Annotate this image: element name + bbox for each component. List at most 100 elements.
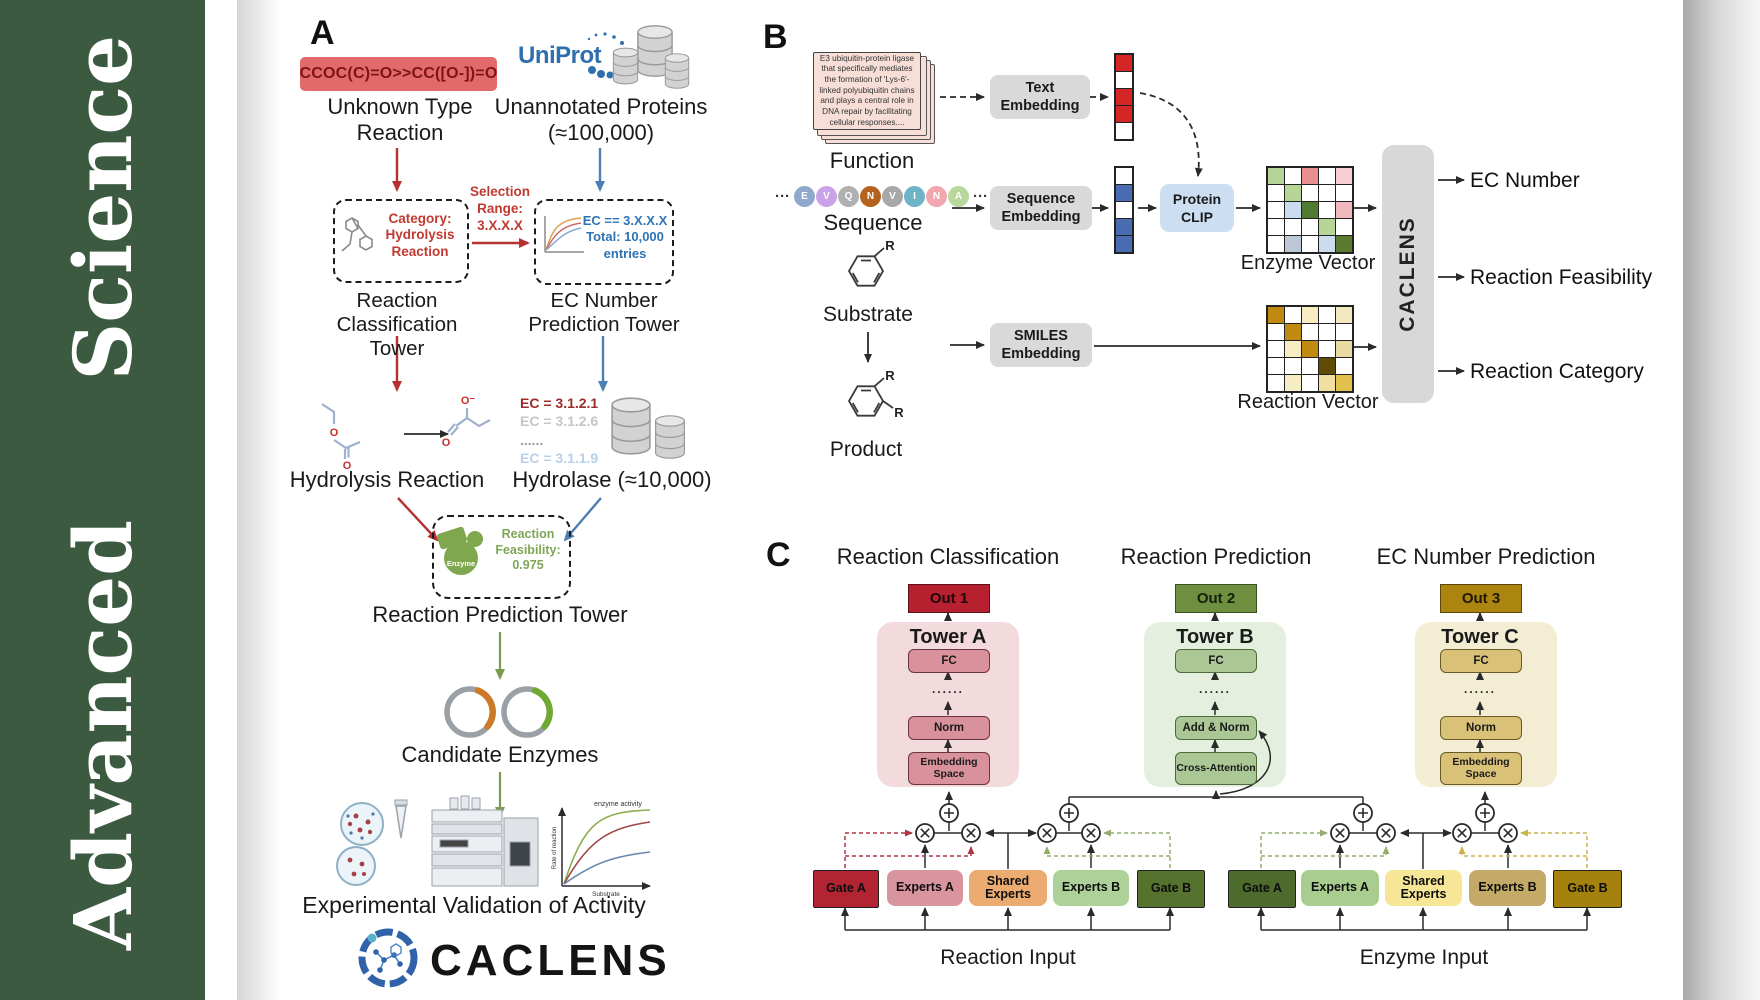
vector-cell: [1302, 219, 1318, 235]
header-reaction-prediction: Reaction Prediction: [1120, 544, 1312, 569]
residue-circle: I: [904, 186, 925, 207]
ester-molecule-icon: O O: [321, 403, 361, 472]
tower-c-norm: Norm: [1440, 716, 1522, 740]
reaction-gate-b-box: Gate B: [1137, 870, 1205, 908]
activity-chart-icon: enzyme activity Rate of reaction Substra…: [552, 801, 651, 898]
journal-banner: Advanced Science: [0, 0, 205, 1000]
ec-condition-text: EC == 3.X.X.X Total: 10,000 entries: [582, 213, 668, 262]
hydrolase-database-icon: [611, 397, 686, 459]
vector-cell: [1268, 202, 1284, 218]
oxygen-label: O: [442, 437, 451, 449]
residue-circle: V: [882, 186, 903, 207]
enzyme-vector-label: Enzyme Vector: [1240, 252, 1376, 274]
ec-number-prediction-tower-label: EC Number Prediction Tower: [528, 289, 680, 337]
out-2-box: Out 2: [1175, 584, 1257, 613]
unannotated-proteins-label: Unannotated Proteins (≈100,000): [494, 94, 708, 145]
out-3-box: Out 3: [1440, 584, 1522, 613]
tower-b-add-norm: Add & Norm: [1175, 716, 1257, 740]
oxygen-label: O: [343, 460, 352, 472]
sequence-label: Sequence: [823, 210, 923, 235]
vector-cell: [1319, 307, 1335, 323]
smiles-text: CCOC(C)=O>>CC([O-])=O: [299, 65, 498, 82]
feasibility-dashed-box: [432, 515, 571, 599]
vector-cell: [1285, 341, 1301, 357]
tower-b-title: Tower B: [1176, 626, 1254, 648]
residue-circle: V: [816, 186, 837, 207]
uniprot-wordmark: UniProt: [518, 42, 602, 69]
vector-cell: [1319, 375, 1335, 391]
multiply-plus-nodes: [915, 803, 1518, 843]
enzyme-blob-label: Enzyme: [447, 559, 475, 568]
vector-cell: [1336, 324, 1352, 340]
vector-cell: [1336, 202, 1352, 218]
vector-cell: [1302, 236, 1318, 252]
oxygen-minus-label: O⁻: [461, 395, 476, 407]
protein-database-icon: [612, 25, 690, 89]
tower-a-norm: Norm: [908, 716, 990, 740]
ec-result-line: EC = 3.1.2.1: [520, 395, 599, 411]
reaction-gate-a-box: Gate A: [813, 870, 879, 908]
reaction-shared-experts-box: Shared Experts: [969, 870, 1047, 906]
vector-cell: [1302, 341, 1318, 357]
panel-c-arrows: [841, 612, 1591, 931]
hydrolase-label: Hydrolase (≈10,000): [512, 467, 712, 492]
vector-cell: [1268, 307, 1284, 323]
ec-condition-line: EC == 3.X.X.X: [582, 213, 668, 228]
residue-circle: N: [860, 186, 881, 207]
vector-cell: [1302, 324, 1318, 340]
vector-cell: [1285, 375, 1301, 391]
sequence-embedding-box: Sequence Embedding: [990, 186, 1092, 230]
plasmid-icons: [444, 686, 553, 738]
tower-a-fc: FC: [908, 649, 990, 673]
vector-cell: [1116, 89, 1132, 105]
caclens-bar-label: CACLENS: [1396, 216, 1419, 332]
tower-c-title: Tower C: [1441, 626, 1519, 648]
vector-cell: [1268, 358, 1284, 374]
text-embedding-box: Text Embedding: [990, 75, 1090, 119]
page-gutter-shadow: [237, 0, 281, 1000]
ec-result-line: EC = 3.1.2.6: [520, 413, 599, 430]
vector-cell: [1268, 236, 1284, 252]
reaction-experts-a-box: Experts A: [887, 870, 963, 906]
reaction-input-label: Reaction Input: [940, 946, 1076, 969]
vector-cell: [1319, 236, 1335, 252]
panel-b-label: B: [763, 18, 788, 56]
vector-cell: [1116, 168, 1132, 184]
output-ec-number: EC Number: [1470, 169, 1580, 192]
protein-clip-box: Protein CLIP: [1160, 184, 1234, 232]
product-structure-icon: R R: [847, 368, 904, 420]
tower-c-fc: FC: [1440, 649, 1522, 673]
feasibility-text: Reaction Feasibility: 0.975: [490, 527, 566, 574]
vector-cell: [1116, 72, 1132, 88]
header-ec-number-prediction: EC Number Prediction: [1376, 544, 1596, 569]
reaction-prediction-tower-label: Reaction Prediction Tower: [372, 602, 628, 627]
panel-b-arrows: [864, 92, 1465, 375]
vector-cell: [1319, 219, 1335, 235]
vector-cell: [1116, 185, 1132, 201]
reaction-vector-matrix: [1266, 305, 1354, 393]
vector-cell: [1336, 219, 1352, 235]
reaction-vector-label: Reaction Vector: [1237, 391, 1379, 413]
hydrolysis-reaction-label: Hydrolysis Reaction: [289, 467, 485, 492]
vector-cell: [1268, 375, 1284, 391]
vector-cell: [1336, 307, 1352, 323]
header-reaction-classification: Reaction Classification: [836, 544, 1060, 569]
enzyme-gate-a-box: Gate A: [1228, 870, 1296, 908]
vector-cell: [1336, 358, 1352, 374]
tower-b-fc: FC: [1175, 649, 1257, 673]
vector-cell: [1336, 185, 1352, 201]
chart-curve-label: enzyme activity: [594, 801, 642, 808]
text-vector: [1114, 53, 1134, 141]
vector-cell: [1285, 358, 1301, 374]
caclens-logo-icon: [358, 928, 418, 988]
vector-cell: [1285, 219, 1301, 235]
chart-ylabel: Rate of reaction: [552, 827, 558, 869]
vector-cell: [1336, 168, 1352, 184]
vector-cell: [1268, 324, 1284, 340]
vector-cell: [1116, 236, 1132, 252]
vector-cell: [1302, 375, 1318, 391]
page-edge-shadow: [1683, 0, 1760, 1000]
vector-cell: [1319, 185, 1335, 201]
